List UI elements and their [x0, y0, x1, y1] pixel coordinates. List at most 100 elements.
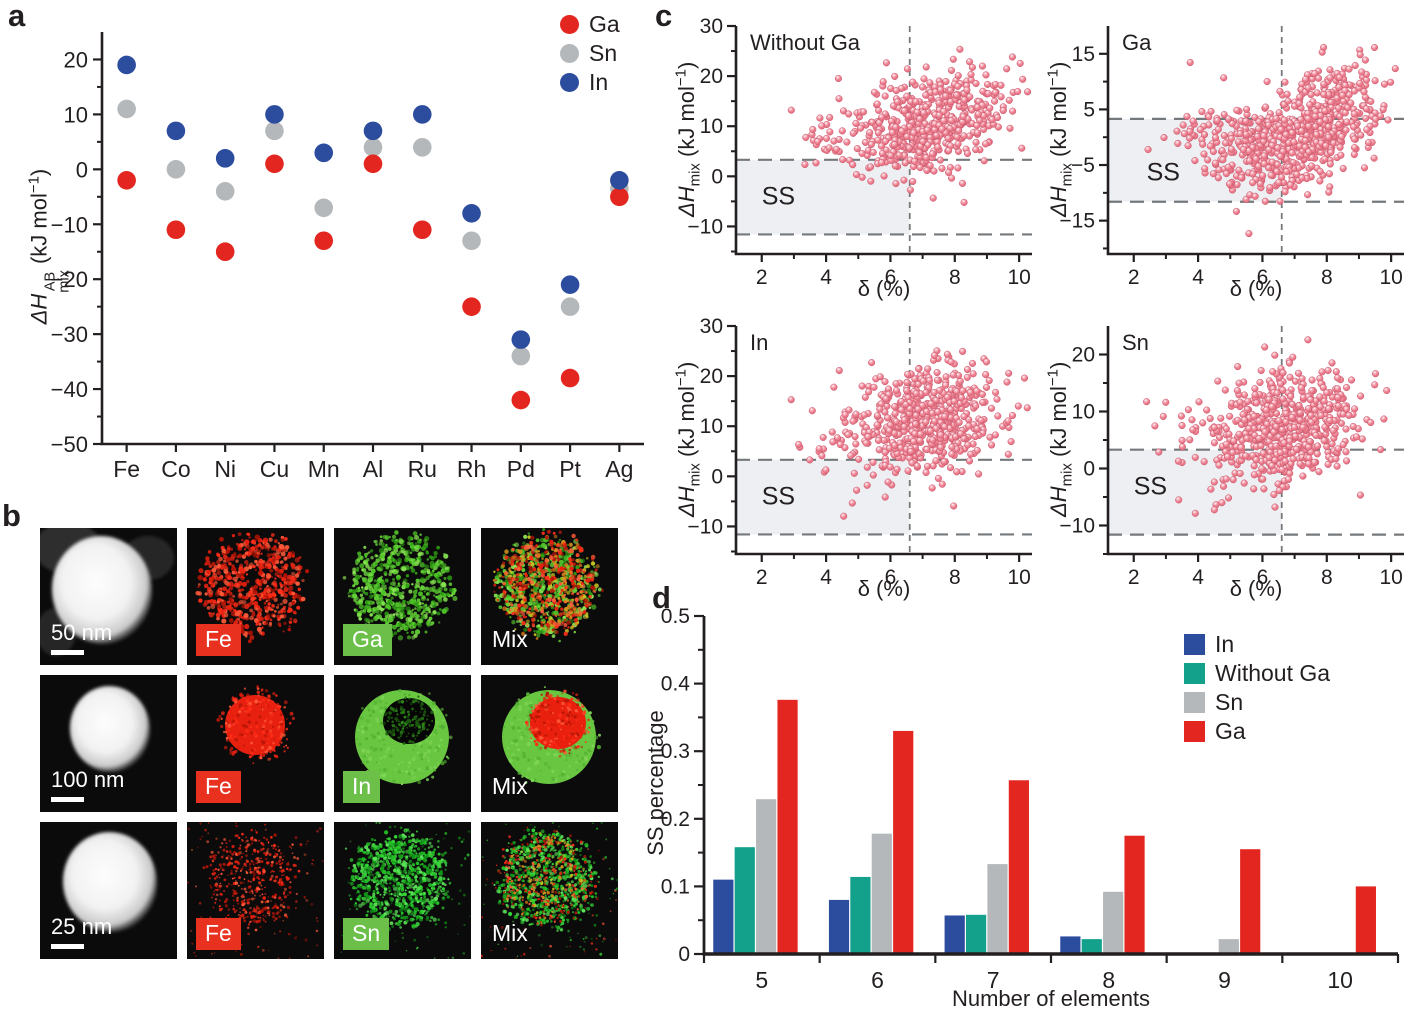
- ga-square-icon: [1184, 720, 1205, 742]
- eds-map-graphic: [187, 528, 324, 665]
- element-badge-fe: Fe: [196, 624, 241, 656]
- panel-a-legend: Ga Sn In: [560, 12, 620, 94]
- scale-bar-line: [51, 944, 84, 949]
- without-ga-square-icon: [1184, 662, 1205, 684]
- svg-text:Mn: Mn: [308, 456, 340, 482]
- svg-text:Al: Al: [363, 456, 383, 482]
- in-dot-icon: [560, 72, 579, 92]
- eds-map-graphic: [481, 675, 618, 812]
- sn-square-icon: [1184, 691, 1205, 713]
- scale-label: 100 nm: [51, 766, 125, 792]
- legend-item-without-ga: Without Ga: [1184, 661, 1330, 685]
- svg-text:Pd: Pd: [507, 456, 535, 482]
- element-badge-mix: Mix: [492, 773, 528, 800]
- unit-text: (kJ mol: [673, 386, 699, 464]
- scale-bar: 50 nm: [51, 619, 113, 655]
- svg-text:0: 0: [76, 157, 88, 182]
- eds-map-fe: Fe: [187, 528, 324, 665]
- panel-a-label: a: [8, 0, 26, 33]
- legend-item-in: In: [560, 70, 620, 94]
- subplot-title-in: In: [750, 330, 769, 355]
- subplot-title-ga: Ga: [1122, 30, 1152, 55]
- legend-label-without-ga: Without Ga: [1215, 660, 1331, 687]
- panel-d-chart: 0 0.1 0.2 0.3 0.4 0.5 5 6 7 8 9 10 SS percentage Nu…: [643, 588, 1412, 1018]
- subplot-title-without-ga: Without Ga: [750, 30, 861, 55]
- eds-map-graphic: [481, 822, 618, 959]
- subscript-mix: mix: [686, 463, 704, 487]
- eds-map-sn: Sn: [334, 822, 471, 959]
- panel-d-label: d: [652, 580, 671, 615]
- subplot-xlabel: δ (%): [1229, 576, 1283, 601]
- stem-particle-graphic: [40, 528, 177, 665]
- sup-sub-stack: AB mix: [41, 270, 73, 293]
- element-badge-mix: Mix: [492, 626, 528, 653]
- panel-d-x-axis-label: Number of elements: [951, 986, 1151, 1011]
- eds-map-ga: Ga: [334, 528, 471, 665]
- subscript-mix: mix: [1058, 463, 1076, 487]
- scale-bar-line: [51, 797, 84, 802]
- delta-h-symbol: ΔH: [673, 186, 699, 218]
- eds-map-mix: Mix: [481, 528, 618, 665]
- legend-item-sn: Sn: [560, 41, 620, 65]
- eds-map-mix: Mix: [481, 822, 618, 959]
- svg-text:−50: −50: [51, 432, 88, 457]
- subplot-ylabel: ΔHmix (kJ mol−1): [1045, 319, 1076, 559]
- element-badge-mix: Mix: [492, 920, 528, 947]
- stem-image: 100 nm: [40, 675, 177, 812]
- subplot-xlabel: δ (%): [857, 276, 911, 301]
- panel-b-label: b: [2, 498, 21, 533]
- legend-item-sn: Sn: [1184, 690, 1330, 714]
- eds-map-graphic: [334, 675, 471, 812]
- eds-map-graphic: [334, 528, 471, 665]
- ss-percentage-bar-chart: 00.10.20.30.40.55 6 7 8 9 10: [661, 605, 1400, 993]
- eds-map-fe: Fe: [187, 675, 324, 812]
- delta-h-symbol: ΔH: [1045, 486, 1071, 518]
- legend-label-sn: Sn: [589, 40, 618, 67]
- stem-image: 25 nm: [40, 822, 177, 959]
- element-badge-ga: Ga: [343, 624, 392, 656]
- in-square-icon: [1184, 633, 1205, 655]
- sn-dot-icon: [560, 43, 579, 63]
- eds-map-in: In: [334, 675, 471, 812]
- subplot-in: 2 4 6 8 10 30 20 10 0 −10 SS In ΔHmix (kJ mol−1) δ…: [672, 306, 1040, 608]
- svg-text:−40: −40: [51, 377, 88, 402]
- subplot-xlabel: δ (%): [1229, 276, 1283, 301]
- legend-item-ga: Ga: [560, 12, 620, 36]
- svg-text:Pt: Pt: [559, 456, 581, 482]
- eds-map-fe: Fe: [187, 822, 324, 959]
- svg-text:Ag: Ag: [605, 456, 633, 482]
- ss-region-label: SS: [1134, 473, 1167, 501]
- unit-exponent: −1: [1044, 369, 1062, 387]
- panel-c-label: c: [655, 0, 673, 33]
- ss-region-label: SS: [762, 482, 795, 510]
- unit-close: ): [1045, 61, 1071, 70]
- subscript-mix: mix: [686, 163, 704, 187]
- svg-text:Cu: Cu: [260, 456, 289, 482]
- svg-text:−20: −20: [51, 267, 88, 292]
- unit-exponent: −1: [672, 369, 690, 387]
- panel-b-micrographs: 50 nm Fe Ga Mix 100 nm Fe In Mix 25 nm Fe Sn Mix: [40, 528, 618, 960]
- scale-label: 50 nm: [51, 619, 113, 645]
- unit-close: ): [673, 61, 699, 70]
- stem-image: 50 nm: [40, 528, 177, 665]
- superscript-ab: AB: [41, 271, 58, 292]
- ga-dot-icon: [560, 14, 579, 34]
- subplot-without-ga: 2 4 6 8 10 30 20 10 0 −10 SS Without Ga ΔHmix (kJ …: [672, 6, 1040, 308]
- unit-exponent: −1: [1044, 69, 1062, 87]
- subplot-ylabel: ΔHmix (kJ mol−1): [673, 19, 704, 259]
- unit-exponent: −1: [672, 69, 690, 87]
- ss-region-label: SS: [1147, 159, 1180, 187]
- eds-map-graphic: [481, 528, 618, 665]
- element-badge-fe: Fe: [196, 918, 241, 950]
- svg-text:Rh: Rh: [457, 456, 486, 482]
- panel-a-y-axis-label: ΔH AB mix (kJ mol−1): [25, 82, 72, 412]
- stem-particle-graphic: [40, 675, 177, 812]
- panel-d-legend: In Without Ga Sn Ga: [1184, 632, 1330, 744]
- element-badge-in: In: [343, 771, 381, 803]
- svg-text:−10: −10: [51, 212, 88, 237]
- subplot-ylabel: ΔHmix (kJ mol−1): [1045, 19, 1076, 259]
